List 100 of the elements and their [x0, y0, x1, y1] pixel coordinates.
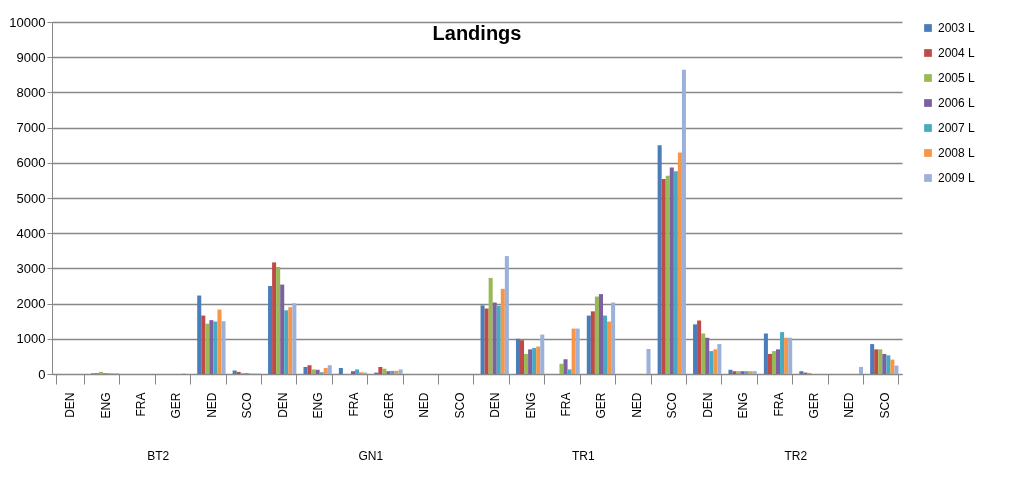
bar [771, 351, 777, 374]
bar [276, 266, 281, 374]
x-tick-label: DEN [275, 392, 290, 418]
bar [540, 334, 545, 374]
bar [744, 371, 749, 374]
bar [673, 171, 678, 374]
x-tick-label: FRA [559, 392, 574, 417]
bar [351, 371, 356, 374]
bar [201, 315, 206, 374]
x-tick-label: DEN [63, 392, 78, 418]
bar [338, 368, 343, 374]
x-tick-label: FRA [771, 392, 786, 417]
bar [500, 288, 505, 374]
bar [717, 344, 722, 374]
bar [268, 286, 273, 374]
bar [677, 152, 682, 374]
x-tick-label: SCO [877, 392, 892, 419]
bar [567, 369, 572, 374]
bar [563, 359, 568, 374]
bar [763, 333, 768, 374]
x-tick-label: ENG [736, 392, 751, 419]
y-tick-label: 4000 [16, 225, 46, 241]
bar [661, 178, 666, 374]
bar [323, 368, 328, 374]
bar [504, 256, 509, 374]
x-tick-label: ENG [98, 392, 113, 419]
bar [209, 320, 214, 374]
bar [272, 262, 277, 374]
bar [681, 69, 686, 374]
bar [713, 349, 718, 374]
bar [496, 305, 501, 374]
bar [602, 315, 608, 374]
bar [799, 371, 804, 374]
bar [586, 315, 591, 374]
bar [611, 302, 616, 374]
legend-label: 2007 L [938, 121, 976, 135]
text: TR1 [571, 449, 595, 463]
y-tick-label: 8000 [16, 84, 46, 100]
bar [607, 321, 612, 374]
y-tick-label: 0 [38, 366, 46, 382]
text: GN1 [358, 449, 384, 463]
y-tick-label: 7000 [16, 120, 46, 136]
bar [693, 324, 698, 374]
bar [205, 323, 210, 374]
bar [288, 307, 293, 374]
bar [890, 359, 895, 374]
bar [398, 369, 403, 374]
bar [575, 328, 580, 374]
bar [784, 337, 789, 374]
bar [327, 365, 332, 374]
x-tick-label: FRA [134, 392, 149, 417]
bar [307, 365, 312, 374]
bar [894, 365, 899, 374]
bar [728, 369, 733, 374]
bar [665, 175, 670, 374]
bar [528, 349, 533, 374]
legend-label: 2006 L [938, 96, 976, 110]
x-tick-label: GER [806, 392, 821, 419]
bar [280, 284, 285, 374]
bar [669, 167, 674, 374]
x-tick-label: ENG [523, 392, 538, 419]
chart-title: Landings [432, 22, 522, 44]
bar [292, 303, 297, 374]
x-tick-label: DEN [488, 392, 503, 418]
bar [740, 371, 745, 374]
bar [590, 311, 595, 374]
x-tick-label: FRA [346, 392, 361, 417]
bar [197, 295, 202, 374]
bar [355, 369, 360, 374]
x-tick-label: ENG [311, 392, 326, 419]
legend-label: 2005 L [938, 71, 976, 85]
bar [697, 320, 702, 374]
y-tick-label: 6000 [16, 155, 46, 171]
bar [882, 353, 887, 374]
x-tick-label: SCO [452, 392, 467, 419]
bar [303, 366, 308, 374]
bar [232, 370, 237, 374]
bar [767, 353, 772, 374]
bar [213, 321, 218, 374]
x-tick-label: DEN [700, 392, 715, 418]
bar [315, 369, 320, 374]
bar [870, 344, 875, 374]
text: TR2 [784, 449, 808, 463]
bar [886, 355, 891, 374]
bar [515, 338, 521, 374]
bar [709, 351, 714, 374]
bar [858, 366, 864, 374]
legend-label: 2003 L [938, 21, 976, 35]
y-tick-label: 10000 [9, 14, 46, 30]
bar [776, 349, 781, 374]
bar [878, 349, 883, 374]
y-tick-label: 9000 [16, 49, 46, 65]
bar [386, 371, 391, 374]
bar [217, 309, 222, 374]
x-tick-label: GER [381, 392, 396, 419]
bar [536, 346, 541, 374]
bar [732, 371, 737, 374]
bar [736, 371, 741, 374]
bar [484, 308, 489, 374]
bar [780, 332, 785, 374]
